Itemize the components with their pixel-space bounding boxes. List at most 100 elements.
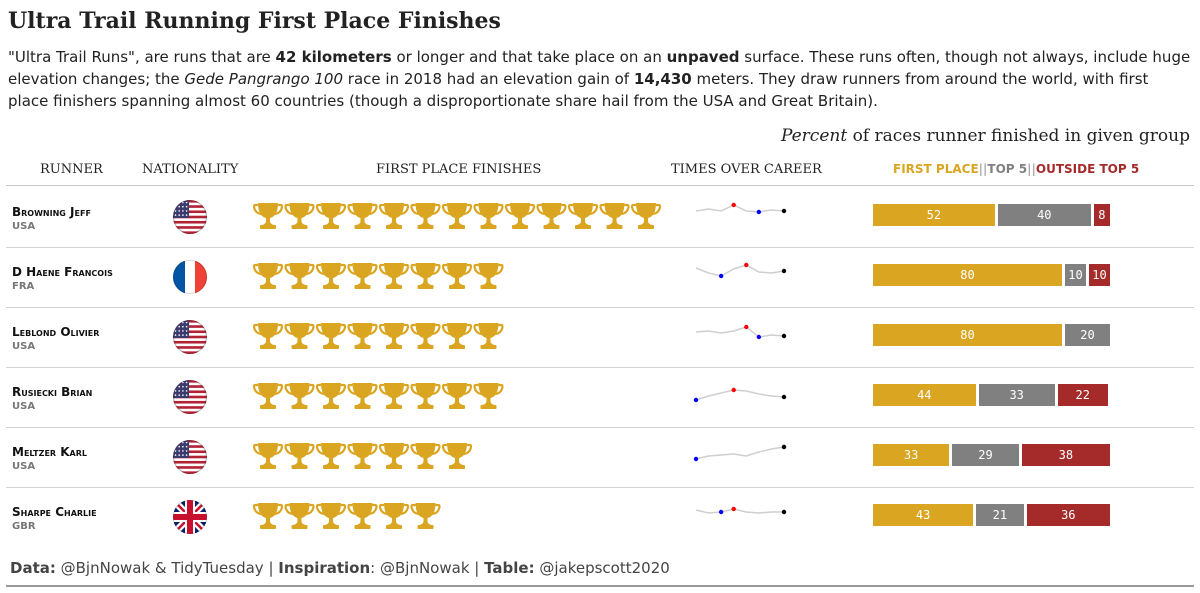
bar-top5: 10 <box>1065 264 1086 286</box>
col-header-first-place: FIRST PLACE FINISHES <box>376 162 542 177</box>
career-sparkline <box>688 198 788 230</box>
trophy-icon <box>284 443 315 469</box>
percent-spanner: Percent of races runner finished in give… <box>780 126 1190 146</box>
bar-top5: 29 <box>952 444 1019 466</box>
trophy-icon <box>441 383 473 409</box>
trophy-icon <box>284 263 315 289</box>
percent-stacked-bar: 44 33 22 <box>873 384 1123 406</box>
trophy-icon <box>441 323 473 349</box>
trophy-icon <box>441 443 473 469</box>
sparkline-path <box>695 264 785 277</box>
trophy-icon <box>284 203 315 229</box>
bar-first-place: 80 <box>873 324 1062 346</box>
runner-name: Browning Jeff <box>12 205 91 219</box>
runner-nationality-code: GBR <box>12 521 36 532</box>
trophy-icon <box>410 443 441 469</box>
trophy-icon <box>315 203 347 229</box>
sparkline-path <box>695 508 784 514</box>
table-row: Leblond Olivier USA 80 20 <box>6 308 1194 368</box>
first-place-trophies <box>250 502 443 532</box>
page-title: Ultra Trail Running First Place Finishes <box>8 8 501 34</box>
trophy-icon <box>410 503 441 529</box>
trophy-icon <box>252 443 284 469</box>
header-divider <box>6 185 1194 186</box>
sparkline-min-point <box>756 209 762 215</box>
percent-stacked-bar: 80 10 10 <box>873 264 1123 286</box>
sparkline-max-point <box>744 262 749 268</box>
trophy-icon <box>315 263 347 289</box>
trophy-icon <box>599 203 630 229</box>
bar-outside-top5: 22 <box>1057 384 1108 406</box>
first-place-trophies <box>250 442 475 472</box>
bar-top5: 33 <box>978 384 1055 406</box>
runner-nationality-code: USA <box>12 221 36 232</box>
trophy-icon <box>315 503 347 529</box>
trophy-icon <box>284 383 315 409</box>
usa-flag <box>173 200 207 234</box>
runner-name: Meltzer Karl <box>12 445 87 459</box>
legend-outside-top5: OUTSIDE TOP 5 <box>1035 162 1140 176</box>
bar-outside-top5: 8 <box>1093 204 1110 226</box>
runner-name: Sharpe Charlie <box>12 505 97 519</box>
trophy-icon <box>378 263 410 289</box>
bar-legend: FIRST PLACE||TOP 5||OUTSIDE TOP 5 <box>893 162 1140 176</box>
trophy-icon <box>252 383 284 409</box>
trophy-icon <box>347 263 378 289</box>
sparkline-min-point <box>693 456 699 462</box>
sparkline-min-point <box>693 397 699 403</box>
trophy-icon <box>347 203 378 229</box>
sparkline-last-point <box>781 394 787 400</box>
career-sparkline <box>688 438 788 470</box>
percent-stacked-bar: 33 29 38 <box>873 444 1123 466</box>
sparkline-min-point <box>718 509 724 515</box>
sparkline-last-point <box>781 268 787 274</box>
trophy-icon <box>378 203 410 229</box>
runner-name: Rusiecki Brian <box>12 385 93 399</box>
usa-flag <box>173 320 207 354</box>
row-divider <box>6 487 1194 488</box>
sparkline-path <box>695 446 785 460</box>
row-divider <box>6 427 1194 428</box>
runner-nationality-code: USA <box>12 341 36 352</box>
bar-first-place: 52 <box>873 204 995 226</box>
legend-first-place: FIRST PLACE <box>893 162 979 176</box>
trophy-icon <box>473 203 504 229</box>
trophy-icon <box>347 383 378 409</box>
sparkline-last-point <box>781 208 787 214</box>
trophy-icon <box>473 383 504 409</box>
trophy-icon <box>347 323 378 349</box>
runner-nationality-code: USA <box>12 401 36 412</box>
first-place-trophies <box>250 322 506 352</box>
trophy-icon <box>410 383 441 409</box>
table-row: Browning Jeff USA 52 40 8 <box>6 188 1194 248</box>
usa-flag <box>173 440 207 474</box>
bar-top5: 21 <box>976 504 1024 526</box>
trophy-icon <box>252 503 284 529</box>
sparkline-path <box>695 204 785 213</box>
sparkline-last-point <box>781 444 787 450</box>
career-sparkline <box>688 258 788 290</box>
footer-divider <box>6 585 1194 587</box>
career-sparkline <box>688 378 788 410</box>
trophy-icon <box>378 443 410 469</box>
trophy-icon <box>536 203 567 229</box>
trophy-icon <box>473 323 504 349</box>
sparkline-path <box>695 326 785 338</box>
sparkline-max-point <box>744 324 749 330</box>
trophy-icon <box>315 443 347 469</box>
first-place-trophies <box>250 202 664 232</box>
runner-name: Leblond Olivier <box>12 325 100 339</box>
bar-outside-top5: 38 <box>1021 444 1110 466</box>
bar-top5: 20 <box>1065 324 1110 346</box>
sparkline-max-point <box>731 202 736 208</box>
trophy-icon <box>284 323 315 349</box>
trophy-icon <box>315 323 347 349</box>
footer-caption: Data: @BjnNowak & TidyTuesday | Inspirat… <box>10 559 670 577</box>
trophy-icon <box>441 263 473 289</box>
sparkline-max-point <box>731 387 736 393</box>
col-header-nationality: NATIONALITY <box>142 162 239 177</box>
table-row: Meltzer Karl USA 33 29 38 <box>6 428 1194 488</box>
trophy-icon <box>252 263 284 289</box>
col-header-runner: RUNNER <box>40 162 103 177</box>
row-divider <box>6 367 1194 368</box>
